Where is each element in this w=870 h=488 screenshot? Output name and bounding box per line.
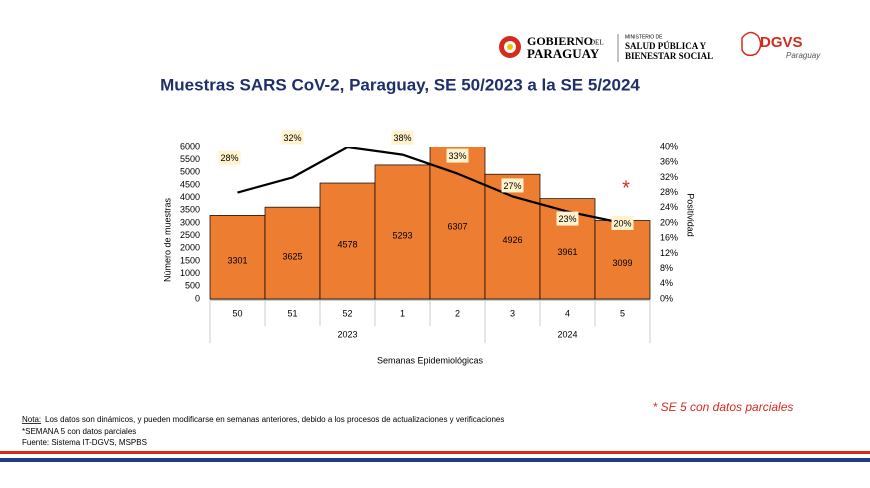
bar-value-label: 3961	[557, 247, 577, 257]
x-tick-label: 1	[400, 308, 405, 318]
bar-value-label: 4578	[337, 239, 357, 249]
bar	[319, 182, 376, 300]
y2-tick-label: 4%	[660, 278, 673, 288]
line-label-box	[391, 130, 414, 145]
line-label-box	[281, 130, 304, 145]
dgvs-sub: Paraguay	[786, 51, 821, 60]
y-tick-label: 2500	[180, 230, 200, 240]
positivity-line	[237, 147, 623, 225]
y-tick-label: 6000	[180, 141, 200, 151]
gov-del: DEL	[590, 39, 604, 47]
x-tick-label: 5	[620, 308, 625, 318]
bar-value-label: 3301	[227, 256, 247, 266]
partial-note: * SE 5 con datos parciales	[653, 400, 794, 414]
y2-tick-label: 28%	[660, 187, 678, 197]
line-label-box	[218, 150, 241, 165]
y-tick-label: 1500	[180, 255, 200, 265]
chart-title: Muestras SARS CoV-2, Paraguay, SE 50/202…	[160, 75, 640, 94]
line-label-box	[556, 211, 579, 226]
y2-tick-label: 36%	[660, 157, 678, 167]
gov-logo-star	[507, 44, 513, 50]
y-tick-label: 1000	[180, 268, 200, 278]
bar-value-label: 5293	[392, 230, 412, 240]
y2-tick-label: 8%	[660, 263, 673, 273]
y-tick-label: 3000	[180, 217, 200, 227]
gov-line2: PARAGUAY	[527, 46, 600, 61]
y2-tick-label: 40%	[660, 141, 678, 151]
line-value-label: 32%	[283, 133, 301, 143]
line-label-box	[501, 178, 524, 193]
group-label: 2024	[557, 329, 577, 339]
ministry-small: MINISTERIO DE	[625, 34, 663, 40]
dgvs-map	[741, 31, 762, 57]
y-tick-label: 4000	[180, 192, 200, 202]
y2-tick-label: 16%	[660, 233, 678, 243]
bar	[264, 206, 321, 300]
y-tick-label: 0	[195, 293, 200, 303]
x-tick-label: 50	[232, 308, 242, 318]
y-tick-label: 500	[185, 281, 200, 291]
line-value-label: 27%	[503, 181, 521, 191]
line-value-label: 28%	[220, 153, 238, 163]
note-label: Nota:	[22, 415, 41, 424]
bar	[429, 147, 486, 300]
line-value-label: 33%	[448, 151, 466, 161]
y-tick-label: 4500	[180, 179, 200, 189]
y-tick-label: 5000	[180, 167, 200, 177]
line-value-label: 23%	[558, 214, 576, 224]
x-tick-label: 2	[455, 308, 460, 318]
y2-tick-label: 32%	[660, 172, 678, 182]
stripe-blue	[0, 458, 870, 462]
y2-tick-label: 12%	[660, 248, 678, 258]
x-tick-label: 3	[510, 308, 515, 318]
ministry-line1: SALUD PÚBLICA Y	[625, 41, 707, 51]
bar	[484, 173, 541, 300]
partial-asterisk: *	[622, 177, 630, 199]
note-line2: *SEMANA 5 con datos parciales	[22, 427, 136, 436]
dgvs-logo: DGVS	[760, 34, 803, 51]
x-tick-label: 51	[287, 308, 297, 318]
x-tick-label: 4	[565, 308, 570, 318]
y-axis-title: Número de muestras	[162, 197, 172, 282]
line-label-box	[446, 148, 469, 163]
note-line3: Fuente: Sistema IT-DGVS, MSPBS	[22, 438, 147, 447]
x-axis-title: Semanas Epidemiológicas	[377, 355, 484, 365]
bar	[374, 164, 431, 300]
line-value-label: 20%	[613, 218, 631, 228]
y2-tick-label: 20%	[660, 217, 678, 227]
bar-value-label: 3625	[282, 251, 302, 261]
bar-value-label: 4926	[502, 235, 522, 245]
y2-tick-label: 24%	[660, 202, 678, 212]
ministry-line2: BIENESTAR SOCIAL	[625, 51, 713, 61]
y2-axis-title: Positividad	[686, 193, 696, 237]
y2-tick-label: 0%	[660, 293, 673, 303]
y-tick-label: 5500	[180, 154, 200, 164]
stripe-white	[0, 455, 870, 457]
line-label-box	[611, 216, 634, 230]
stripe-red	[0, 451, 870, 454]
line-value-label: 38%	[393, 133, 411, 143]
group-label: 2023	[337, 329, 357, 339]
bar-value-label: 3099	[612, 258, 632, 268]
note-text: Los datos son dinámicos, y pueden modifi…	[45, 415, 504, 424]
x-tick-label: 52	[342, 308, 352, 318]
bar-value-label: 6307	[447, 221, 467, 231]
bar	[594, 220, 651, 300]
y-tick-label: 2000	[180, 243, 200, 253]
gov-line1: GOBIERNO	[527, 34, 593, 48]
y-tick-label: 3500	[180, 205, 200, 215]
